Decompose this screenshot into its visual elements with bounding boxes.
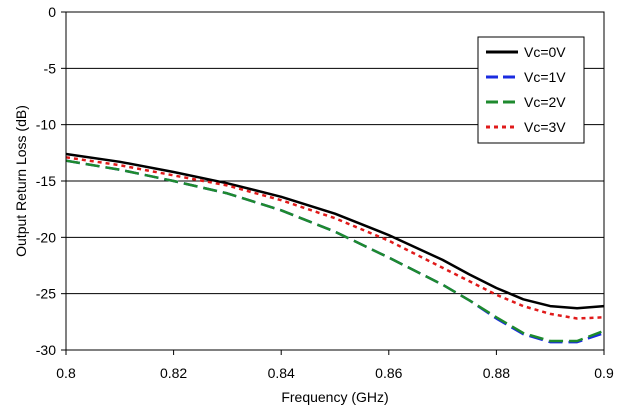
legend: Vc=0V Vc=1V Vc=2V Vc=3V bbox=[477, 36, 585, 144]
x-axis-title: Frequency (GHz) bbox=[281, 389, 388, 405]
x-axis-ticks: 0.8 0.82 0.84 0.86 0.88 0.9 bbox=[56, 350, 614, 381]
series-layer bbox=[65, 152, 605, 344]
legend-box bbox=[477, 36, 585, 144]
x-tick-label: 0.86 bbox=[375, 365, 402, 381]
y-tick-label: -20 bbox=[36, 229, 56, 245]
legend-label: Vc=1V bbox=[524, 69, 566, 85]
x-tick-label: 0.82 bbox=[160, 365, 187, 381]
series-line-vc-3v bbox=[65, 156, 605, 320]
y-tick-label: -10 bbox=[36, 117, 56, 133]
series-line-vc-2v bbox=[65, 159, 605, 343]
legend-label: Vc=2V bbox=[524, 94, 566, 110]
y-tick-label: -30 bbox=[36, 342, 56, 358]
series-line-vc-0v bbox=[65, 152, 605, 310]
y-tick-label: 0 bbox=[48, 4, 56, 20]
x-tick-label: 0.84 bbox=[268, 365, 295, 381]
legend-label: Vc=0V bbox=[524, 44, 566, 60]
x-tick-label: 0.88 bbox=[483, 365, 510, 381]
y-tick-label: -15 bbox=[36, 173, 56, 189]
y-axis-ticks: 0 -5 -10 -15 -20 -25 -30 bbox=[36, 4, 66, 358]
y-tick-label: -25 bbox=[36, 286, 56, 302]
x-tick-label: 0.9 bbox=[594, 365, 614, 381]
legend-label: Vc=3V bbox=[524, 119, 566, 135]
y-tick-label: -5 bbox=[44, 60, 57, 76]
y-axis-title: Output Return Loss (dB) bbox=[13, 105, 29, 257]
x-tick-label: 0.8 bbox=[56, 365, 76, 381]
